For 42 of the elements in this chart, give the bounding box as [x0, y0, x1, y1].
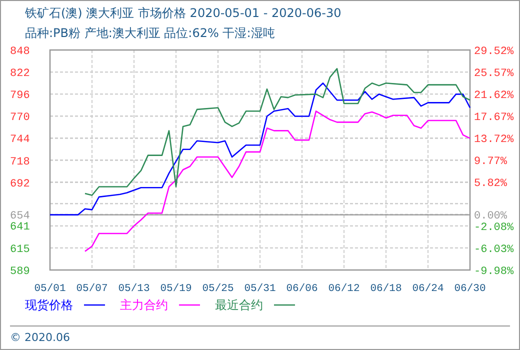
- y2-tick-label: 21.62%: [474, 90, 514, 102]
- y2-tick-label: 25.57%: [474, 68, 514, 80]
- x-tick-label: 05/31: [244, 283, 276, 295]
- y2-tick-label: 0.00%: [474, 210, 508, 222]
- x-tick-label: 05/01: [34, 283, 66, 295]
- y2-tick-label: -6.03%: [474, 244, 514, 256]
- y2-tick-label: 13.72%: [474, 134, 514, 146]
- y2-tick-label: -2.08%: [474, 222, 514, 234]
- x-tick-label: 05/07: [76, 283, 108, 295]
- y2-tick-label: 9.77%: [474, 156, 508, 168]
- x-tick-label: 05/25: [202, 283, 234, 295]
- line-series: [84, 68, 471, 196]
- y-tick-label: 654: [10, 210, 30, 223]
- x-tick-label: 05/13: [118, 283, 150, 295]
- y2-tick-label: 29.52%: [474, 46, 514, 58]
- legend-label: 主力合约: [120, 298, 168, 312]
- x-tick-label: 06/30: [454, 283, 486, 295]
- y-tick-label: 718: [10, 156, 30, 168]
- x-tick-label: 05/19: [160, 283, 192, 295]
- y-tick-label: 796: [10, 90, 30, 102]
- y-tick-label: 615: [10, 244, 30, 256]
- y-tick-label: 848: [10, 46, 30, 58]
- text: © 2020.06: [10, 331, 70, 344]
- y-tick-label: 589: [10, 266, 30, 278]
- y-tick-label: 692: [10, 178, 30, 190]
- x-tick-label: 06/12: [328, 283, 360, 295]
- y-tick-label: 822: [10, 68, 30, 80]
- legend-label: 现货价格: [25, 298, 73, 312]
- y-tick-label: 641: [10, 222, 30, 234]
- y2-tick-label: 17.67%: [474, 112, 514, 124]
- y-tick-label: 770: [10, 112, 30, 124]
- x-tick-label: 06/24: [412, 283, 444, 295]
- line-series: [49, 82, 471, 216]
- legend-label: 最近合约: [215, 298, 263, 312]
- line-series: [84, 110, 471, 252]
- chart-title: 铁矿石(澳) 澳大利亚 市场价格 2020-05-01 - 2020-06-30: [24, 6, 342, 20]
- y2-tick-label: -9.98%: [474, 266, 514, 278]
- chart-subtitle: 品种:PB粉 产地:澳大利亚 品位:62% 干湿:湿吨: [25, 26, 275, 40]
- x-tick-label: 06/06: [286, 283, 318, 295]
- y2-tick-label: 5.82%: [474, 178, 508, 190]
- y-tick-label: 744: [10, 134, 30, 146]
- x-tick-label: 06/18: [370, 283, 402, 295]
